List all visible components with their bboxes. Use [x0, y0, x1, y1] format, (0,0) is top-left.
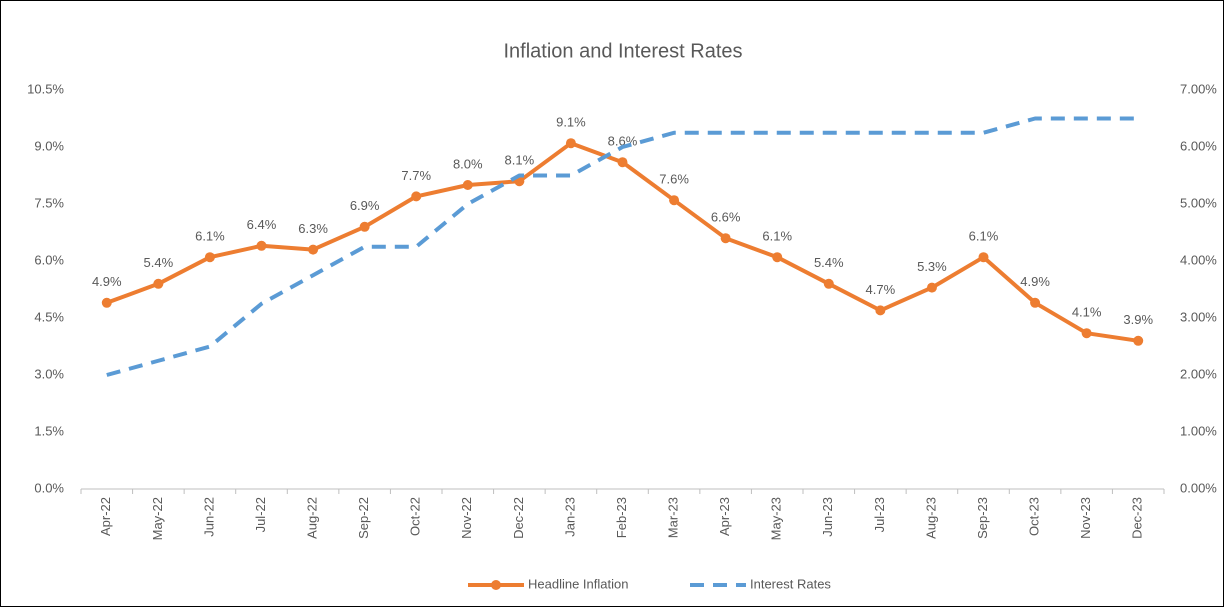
point [462, 180, 473, 190]
y-tick-label: 7.5% [34, 195, 64, 210]
data-label: 6.3% [298, 221, 328, 236]
x-tick-label: Sep-23 [975, 497, 990, 539]
y-tick-label: 6.0% [34, 252, 64, 267]
point [669, 195, 680, 206]
point [204, 252, 215, 263]
y2-tick-label: 3.00% [1180, 309, 1217, 324]
data-label: 6.1% [762, 229, 792, 244]
y-tick-label: 10.5% [27, 81, 64, 96]
point [101, 297, 112, 308]
data-label: 6.1% [195, 229, 225, 244]
data-label: 6.6% [711, 210, 741, 225]
x-tick-label: Jul-22 [253, 497, 268, 532]
x-tick-label: Nov-22 [459, 497, 474, 539]
point [875, 305, 886, 316]
y2-tick-label: 7.00% [1180, 81, 1217, 96]
point [772, 252, 783, 263]
y-tick-label: 1.5% [34, 423, 64, 438]
data-label: 4.9% [92, 274, 122, 289]
data-label: 7.6% [659, 172, 689, 187]
point [565, 138, 576, 149]
data-label: 6.9% [350, 198, 380, 213]
y2-tick-label: 6.00% [1180, 138, 1217, 153]
x-tick-label: Jun-22 [201, 497, 216, 537]
x-tick-label: Nov-23 [1078, 497, 1093, 539]
data-label: 4.1% [1072, 305, 1102, 320]
data-label: 4.7% [866, 282, 896, 297]
data-label: 5.4% [144, 255, 174, 270]
x-tick-label: Feb-23 [614, 497, 629, 538]
x-tick-label: May-22 [150, 497, 165, 540]
x-tick-label: Mar-23 [666, 497, 681, 538]
point [1081, 328, 1092, 339]
x-tick-label: Apr-22 [98, 497, 113, 536]
x-tick-label: Dec-22 [511, 497, 526, 539]
x-tick-label: Dec-23 [1130, 497, 1145, 539]
x-tick-label: May-23 [769, 497, 784, 540]
data-label: 8.0% [453, 156, 483, 171]
data-label: 5.4% [814, 255, 844, 270]
legend-label: Interest Rates [750, 576, 831, 591]
data-label: 6.4% [247, 217, 277, 232]
x-tick-label: Jun-23 [820, 497, 835, 537]
y2-tick-label: 4.00% [1180, 252, 1217, 267]
y-tick-label: 0.0% [34, 480, 64, 495]
y2-tick-label: 2.00% [1180, 366, 1217, 381]
x-tick-label: Jul-23 [872, 497, 887, 532]
data-label: 8.1% [505, 153, 535, 168]
point [308, 244, 319, 255]
point [720, 233, 731, 244]
x-tick-label: Aug-22 [305, 497, 320, 539]
chart-title: Inflation and Interest Rates [503, 40, 742, 62]
data-label: 3.9% [1123, 312, 1153, 327]
y-tick-label: 4.5% [34, 309, 64, 324]
y-tick-label: 9.0% [34, 138, 64, 153]
x-tick-label: Sep-22 [356, 497, 371, 539]
point [256, 240, 267, 251]
series-line [106, 116, 1139, 377]
y2-tick-label: 5.00% [1180, 195, 1217, 210]
point [617, 157, 628, 168]
legend-marker [491, 580, 501, 590]
data-label: 6.1% [969, 229, 999, 244]
point [823, 278, 834, 289]
point [359, 221, 370, 232]
x-tick-label: Apr-23 [717, 497, 732, 536]
point [411, 191, 422, 202]
data-label: 5.3% [917, 259, 947, 274]
x-tick-label: Aug-23 [923, 497, 938, 539]
legend-label: Headline Inflation [528, 576, 628, 591]
point [926, 282, 937, 293]
point [1133, 335, 1144, 346]
point [978, 252, 989, 263]
x-tick-label: Jan-23 [562, 497, 577, 537]
data-label: 4.9% [1020, 274, 1050, 289]
data-label: 9.1% [556, 115, 586, 130]
y2-tick-label: 0.00% [1180, 480, 1217, 495]
point [153, 278, 164, 289]
y-tick-label: 3.0% [34, 366, 64, 381]
x-tick-label: Oct-22 [408, 497, 423, 536]
point [1030, 297, 1041, 308]
y2-tick-label: 1.00% [1180, 423, 1217, 438]
x-tick-label: Oct-23 [1027, 497, 1042, 536]
data-label: 7.7% [401, 168, 431, 183]
